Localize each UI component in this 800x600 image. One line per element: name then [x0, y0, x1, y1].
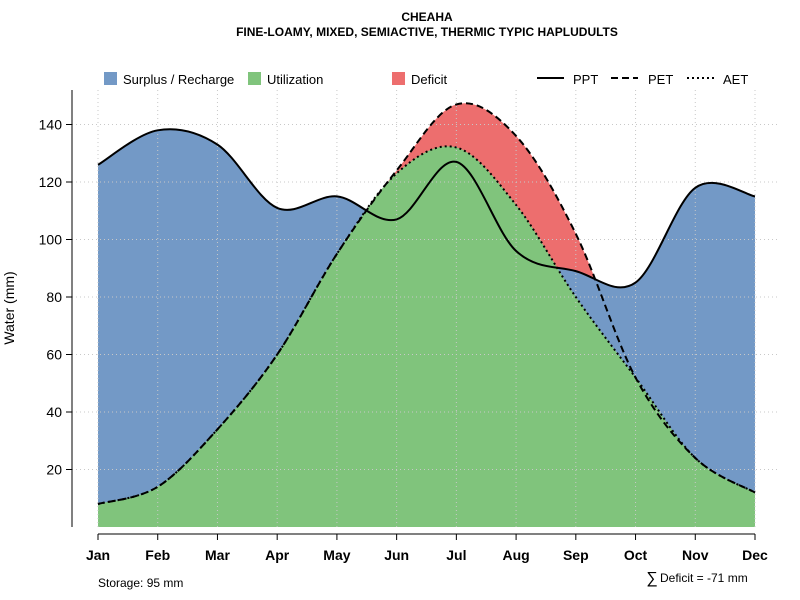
deficit-annotation: Deficit = -71 mm: [660, 571, 748, 585]
legend-label-deficit: Deficit: [411, 72, 448, 87]
legend-label-ppt: PPT: [573, 72, 598, 87]
y-tick-label: 60: [46, 347, 62, 363]
storage-annotation: Storage: 95 mm: [98, 576, 183, 590]
series-line-ppt: [97, 128, 756, 289]
x-tick-label: Oct: [624, 547, 648, 563]
chart-subtitle: FINE-LOAMY, MIXED, SEMIACTIVE, THERMIC T…: [236, 25, 618, 39]
y-tick-label: 80: [46, 289, 62, 305]
axes-layer: 20 40 60 80 100 120 140 Jan Feb Mar Apr May Jun Jul Au…: [39, 90, 768, 563]
x-tick-label: Jan: [86, 547, 110, 563]
x-tick-label: Sep: [563, 547, 589, 563]
legend-label-pet: PET: [648, 72, 673, 87]
legend-swatch-utilization: [248, 72, 261, 85]
legend-label-aet: AET: [723, 72, 748, 87]
y-tick-label: 120: [39, 174, 63, 190]
x-tick-label: Aug: [502, 547, 529, 563]
deficit-sum-icon: ∑: [646, 570, 657, 587]
area-layer: [98, 103, 755, 527]
x-tick-label: Jul: [446, 547, 466, 563]
legend-label-surplus: Surplus / Recharge: [123, 72, 234, 87]
y-tick-label: 40: [46, 404, 62, 420]
y-tick-label: 140: [39, 117, 63, 133]
x-tick-label: Nov: [682, 547, 709, 563]
legend: Surplus / Recharge Utilization Deficit P…: [104, 72, 748, 87]
x-tick-label: Mar: [205, 547, 230, 563]
line-layer: [97, 102, 756, 505]
y-tick-label: 100: [39, 232, 63, 248]
series-line-aet: [97, 145, 756, 505]
y-axis-label: Water (mm): [1, 271, 17, 344]
utilization-clip-group: [98, 146, 755, 527]
utilization-area-upper: [98, 146, 755, 527]
x-tick-label: Apr: [265, 547, 290, 563]
legend-swatch-deficit: [392, 72, 405, 85]
y-tick-label: 20: [46, 462, 62, 478]
chart-title: CHEAHA: [401, 10, 453, 24]
x-tick-label: Jun: [384, 547, 409, 563]
legend-label-utilization: Utilization: [267, 72, 323, 87]
legend-swatch-surplus: [104, 72, 117, 85]
x-tick-label: Dec: [742, 547, 768, 563]
x-tick-label: May: [323, 547, 350, 563]
x-tick-label: Feb: [145, 547, 170, 563]
